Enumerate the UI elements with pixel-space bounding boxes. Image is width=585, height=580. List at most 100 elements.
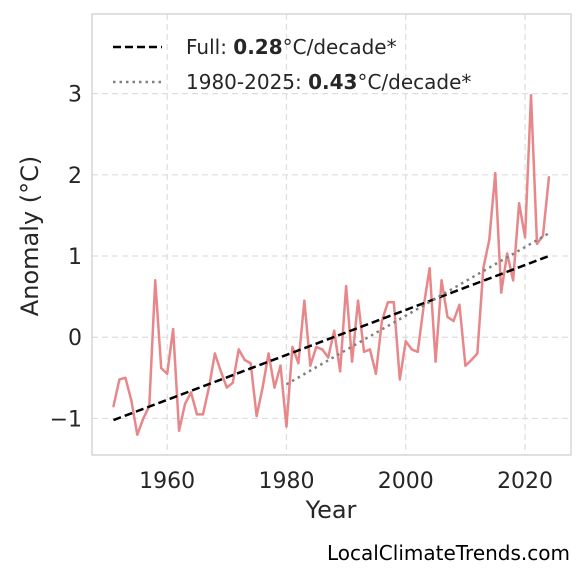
x-axis-title: Year [305,496,357,524]
data-point-2002 [416,350,419,354]
data-point-1998 [392,301,396,304]
legend-full-prefix: Full: [186,35,233,59]
legend-full-rate: 0.28 [233,35,282,59]
data-point-2005 [434,360,437,363]
data-point-1973 [243,358,246,362]
data-point-1979 [279,364,282,367]
data-point-2015 [494,171,497,175]
data-point-2016 [500,291,503,294]
data-point-2004 [428,267,431,270]
x-tick-label-3: 2020 [497,469,553,494]
data-point-1967 [207,386,211,389]
data-point-2018 [511,279,515,282]
data-point-1975 [255,414,258,418]
data-point-2009 [458,303,461,306]
data-point-2020 [523,236,527,239]
data-point-1981 [291,345,294,349]
x-tick-label-0: 1960 [139,469,195,494]
x-tick-labels: 1960 1980 2000 2020 [139,469,553,494]
data-point-2019 [517,202,521,205]
data-point-1968 [213,352,217,355]
y-tick-labels: −1 0 1 2 3 [50,83,82,433]
y-axis-title: Anomaly (°C) [16,156,44,316]
credit-text: LocalClimateTrends.com [327,541,570,565]
data-point-2013 [482,267,485,270]
legend: Full: 0.28°C/decade* 1980-2025: 0.43°C/d… [113,35,471,94]
y-tick-label-2: 1 [68,245,82,270]
data-point-2012 [476,352,479,355]
data-point-1965 [195,413,199,416]
data-point-1966 [201,413,205,416]
data-point-1993 [362,350,366,354]
data-point-2000 [404,340,407,343]
plot-frame [91,13,572,456]
data-point-1970 [225,386,229,389]
series-layer [112,93,551,436]
data-point-1978 [273,386,276,389]
data-point-2021 [529,94,533,97]
data-point-1976 [261,386,264,389]
legend-recent-suffix: °C/decade* [357,70,471,94]
trend-layer [113,232,550,422]
data-point-1990 [344,284,348,288]
data-point-2022 [535,242,539,246]
legend-recent-prefix: 1980-2025: [186,70,308,94]
data-point-1997 [386,301,390,304]
data-point-2014 [488,238,491,241]
data-point-1964 [189,391,193,394]
data-point-1982 [297,362,300,365]
data-point-1999 [398,378,402,381]
y-tick-label-1: 0 [68,326,82,351]
data-point-1984 [309,364,312,367]
trend-line-full [113,254,550,422]
data-point-1955 [136,433,139,436]
data-point-1954 [130,399,133,402]
data-point-2007 [446,315,449,319]
data-point-1969 [219,370,223,373]
data-point-1962 [177,429,181,432]
trend-line-recent [285,232,550,386]
data-point-1958 [154,279,157,282]
data-point-1959 [159,366,163,370]
data-point-1987 [327,356,330,359]
data-point-1995 [374,372,378,375]
legend-recent-rate: 0.43 [308,70,357,94]
data-point-1983 [303,299,306,302]
data-point-2006 [440,279,443,282]
series-line-0 [112,93,551,436]
data-point-1991 [350,360,354,363]
y-tick-label-4: 3 [68,83,82,108]
data-point-1985 [315,345,318,349]
data-point-1986 [321,348,324,351]
data-point-2008 [452,319,455,323]
y-tick-label-0: −1 [50,407,82,432]
data-point-1977 [267,352,270,355]
data-point-1994 [368,348,372,351]
x-tick-label-1: 1980 [258,469,314,494]
data-point-1963 [183,402,187,406]
data-point-1953 [124,376,127,380]
data-point-1971 [231,381,234,384]
data-point-1960 [165,372,169,375]
data-point-1961 [171,327,175,331]
data-point-2024 [547,176,551,179]
data-point-1989 [338,370,342,373]
data-point-2011 [470,358,473,362]
legend-label-recent: 1980-2025: 0.43°C/decade* [186,70,471,94]
x-tick-label-2: 2000 [378,469,434,494]
data-point-1956 [142,417,145,420]
data-point-1952 [118,378,121,381]
y-tick-label-3: 2 [68,164,82,189]
data-point-2023 [541,234,545,237]
legend-full-suffix: °C/decade* [283,35,397,59]
data-point-1980 [285,425,288,428]
data-point-2001 [410,348,413,351]
data-point-1996 [380,319,384,323]
data-point-1974 [249,362,252,365]
data-point-2017 [505,252,509,255]
legend-label-full: Full: 0.28°C/decade* [186,35,397,59]
data-point-2010 [464,364,467,367]
data-point-1988 [332,329,336,332]
data-point-1972 [237,348,240,351]
